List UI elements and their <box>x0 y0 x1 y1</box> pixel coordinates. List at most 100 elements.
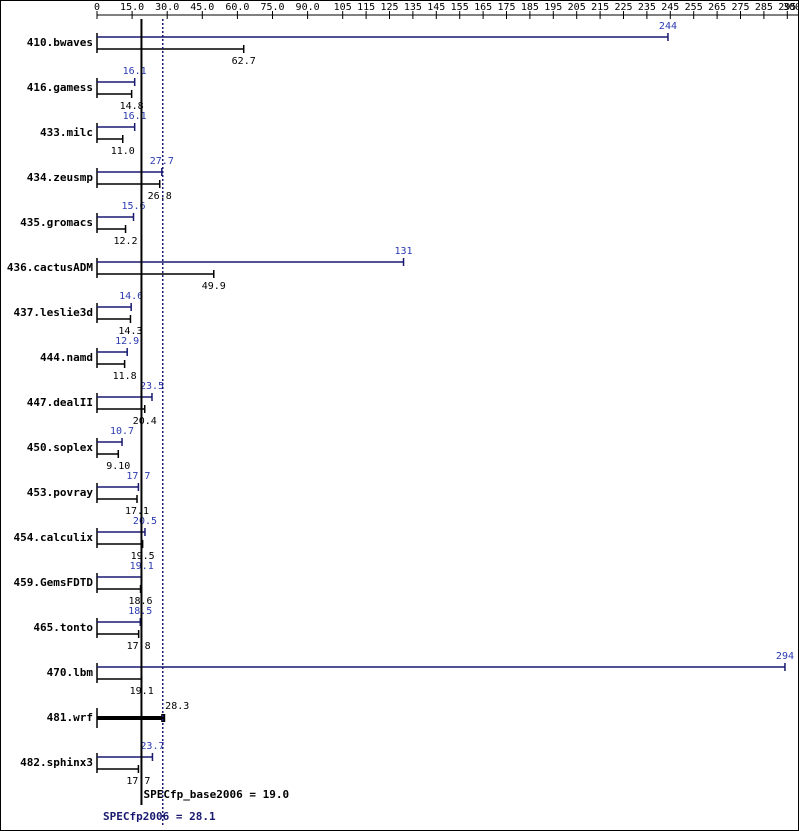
x-tick-label: 165 <box>474 2 492 13</box>
base-bar <box>97 450 120 458</box>
base-bar <box>97 270 215 278</box>
x-tick-label: 265 <box>708 2 726 13</box>
peak-bar <box>97 393 153 401</box>
category-label: 481.wrf <box>47 711 93 724</box>
reference-label: SPECfp_base2006 = 19.0 <box>143 788 289 801</box>
peak-value-label: 27.7 <box>150 156 174 167</box>
category-label: 444.namd <box>40 351 93 364</box>
base-bar <box>97 315 132 323</box>
x-tick-label: 155 <box>451 2 469 13</box>
base-bar <box>97 405 146 413</box>
category-label: 465.tonto <box>33 621 93 634</box>
x-tick-label: 145 <box>427 2 445 13</box>
peak-value-label: 244 <box>659 21 677 32</box>
base-value-label: 49.9 <box>202 281 226 292</box>
category-label: 433.milc <box>40 126 93 139</box>
base-value-label: 9.10 <box>106 461 130 472</box>
peak-bar <box>97 33 669 41</box>
base-bar <box>97 90 133 98</box>
base-bar <box>97 540 144 548</box>
category-label: 410.bwaves <box>27 36 93 49</box>
x-tick-label: 75.0 <box>260 2 284 13</box>
x-tick-label: 125 <box>380 2 398 13</box>
peak-value-label: 131 <box>395 246 413 257</box>
peak-bar <box>97 213 135 221</box>
base-value-label: 26.8 <box>148 191 172 202</box>
peak-value-label: 12.9 <box>115 336 139 347</box>
category-label: 482.sphinx3 <box>20 756 93 769</box>
base-value-label: 20.4 <box>133 416 157 427</box>
x-tick-label: 225 <box>614 2 632 13</box>
x-tick-label: 115 <box>357 2 375 13</box>
base-value-label: 12.2 <box>114 236 138 247</box>
category-label: 470.lbm <box>47 666 94 679</box>
x-tick-label: 285 <box>755 2 773 13</box>
base-value-label: 11.8 <box>113 371 137 382</box>
peak-bar <box>97 168 163 176</box>
peak-value-label: 294 <box>776 651 794 662</box>
x-tick-label: 90.0 <box>296 2 320 13</box>
base-bar <box>97 45 245 53</box>
x-tick-label: 60.0 <box>225 2 249 13</box>
peak-value-label: 18.5 <box>128 606 152 617</box>
x-tick-label: 255 <box>685 2 703 13</box>
peak-value-label: 15.6 <box>121 201 145 212</box>
base-value-label: 11.0 <box>111 146 135 157</box>
category-label: 436.cactusADM <box>7 261 93 274</box>
peak-bar <box>97 753 154 761</box>
x-tick-label: 0 <box>94 2 100 13</box>
base-value-label: 19.5 <box>131 551 155 562</box>
peak-bar <box>97 123 136 131</box>
x-tick-label: 175 <box>497 2 515 13</box>
peak-value-label: 16.1 <box>123 66 147 77</box>
category-label: 450.soplex <box>27 441 94 454</box>
base-value-label: 17.7 <box>126 776 150 787</box>
peak-bar <box>97 618 142 626</box>
x-tick-label: 45.0 <box>190 2 214 13</box>
base-value-label: 17.1 <box>125 506 149 517</box>
category-label: 459.GemsFDTD <box>14 576 94 589</box>
peak-value-label: 23.7 <box>140 741 164 752</box>
base-value-label: 14.3 <box>118 326 142 337</box>
peak-bar <box>97 303 132 311</box>
peak-value-label: 10.7 <box>110 426 134 437</box>
peak-value-label: 20.5 <box>133 516 157 527</box>
x-tick-label: 195 <box>544 2 562 13</box>
peak-bar <box>97 528 146 536</box>
base-value-label: 17.8 <box>127 641 151 652</box>
x-tick-label: 15.0 <box>120 2 144 13</box>
peak-bar <box>97 663 786 671</box>
reference-label: SPECfp2006 = 28.1 <box>103 810 216 823</box>
category-label: 435.gromacs <box>20 216 93 229</box>
category-label: 416.gamess <box>27 81 93 94</box>
x-tick-label: 205 <box>568 2 586 13</box>
base-bar <box>97 495 138 503</box>
category-label: 453.povray <box>27 486 94 499</box>
base-value-label: 28.3 <box>165 701 189 712</box>
peak-bar <box>97 258 405 266</box>
base-bar <box>97 630 140 638</box>
peak-bar <box>97 348 128 356</box>
base-bar <box>97 135 124 143</box>
peak-bar <box>97 438 123 446</box>
x-tick-label: 235 <box>638 2 656 13</box>
x-tick-label: 215 <box>591 2 609 13</box>
category-label: 447.dealII <box>27 396 93 409</box>
base-bar <box>97 225 127 233</box>
x-tick-label: 295 <box>778 2 796 13</box>
x-tick-label: 185 <box>521 2 539 13</box>
base-value-label: 14.8 <box>120 101 144 112</box>
base-bar <box>97 360 126 368</box>
category-label: 454.calculix <box>14 531 94 544</box>
peak-bar <box>97 483 140 491</box>
x-tick-label: 245 <box>661 2 679 13</box>
x-tick-label: 275 <box>731 2 749 13</box>
base-value-label: 62.7 <box>232 56 256 67</box>
peak-value-label: 16.1 <box>123 111 147 122</box>
peak-value-label: 23.5 <box>140 381 164 392</box>
x-tick-label: 300 <box>783 2 799 13</box>
peak-value-label: 17.7 <box>126 471 150 482</box>
x-tick-label: 30.0 <box>155 2 179 13</box>
